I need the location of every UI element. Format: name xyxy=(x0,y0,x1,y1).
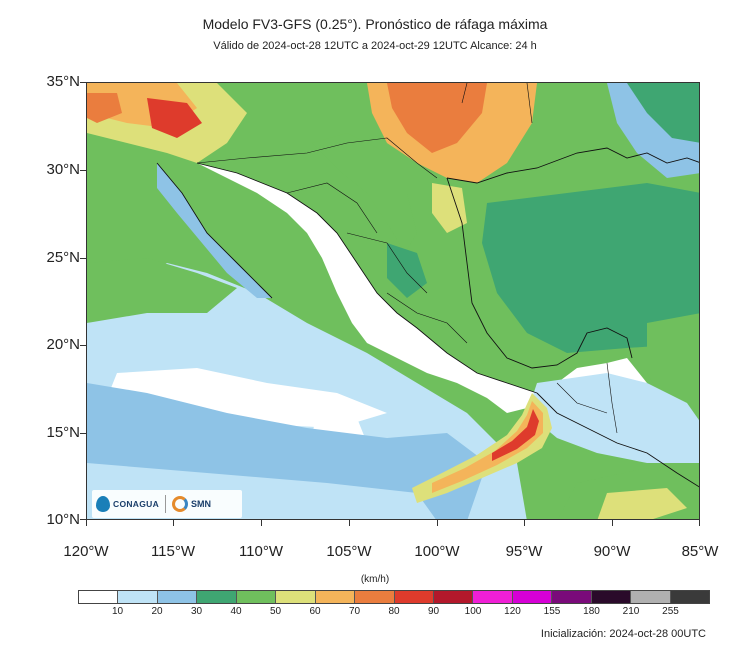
conagua-logo-text: CONAGUA xyxy=(113,499,160,509)
lat-label-10n: 10°N xyxy=(46,511,80,528)
colorbar-label: 90 xyxy=(427,606,440,617)
lon-tick xyxy=(524,520,525,526)
gulf-coast-yellow xyxy=(432,183,467,233)
colorbar-segment xyxy=(276,591,316,603)
colorbar-segment xyxy=(355,591,395,603)
lat-label-20n: 20°N xyxy=(46,336,80,353)
lon-label-85w: 85°W xyxy=(681,543,719,560)
colorbar-label: 40 xyxy=(230,606,242,617)
mexico-landmass xyxy=(197,163,657,453)
colorbar-label: 255 xyxy=(662,606,679,617)
lon-label-95w: 95°W xyxy=(505,543,543,560)
smn-logo-icon xyxy=(172,496,189,512)
agency-logos: CONAGUA SMN xyxy=(92,490,242,518)
colorbar-label: 70 xyxy=(348,606,361,617)
colorbar-segment xyxy=(315,591,356,603)
lon-label-100w: 100°W xyxy=(414,543,460,560)
gust-colorbar xyxy=(78,590,710,604)
colorbar-segment xyxy=(631,591,671,603)
map-canvas xyxy=(87,83,699,519)
lon-label-115w: 115°W xyxy=(150,543,196,560)
southeast-us-field xyxy=(627,83,699,143)
smn-logo-text: SMN xyxy=(191,499,212,509)
texas-gust-red-orange xyxy=(387,83,487,153)
colorbar-segment xyxy=(552,591,592,603)
legend-units: (km/h) xyxy=(360,574,390,585)
colorbar-label: 155 xyxy=(543,606,561,617)
colorbar-segment xyxy=(473,591,513,603)
central-america-field xyxy=(527,373,699,463)
gulf-of-mexico-field xyxy=(482,183,699,353)
lon-tick xyxy=(86,520,87,526)
lat-label-35n: 35°N xyxy=(46,73,80,90)
colorbar-segment xyxy=(670,591,709,603)
lon-tick xyxy=(612,520,613,526)
colorbar-segment xyxy=(433,591,474,603)
caribbean-field xyxy=(647,313,699,413)
lat-tick xyxy=(80,433,86,434)
colorbar-segment xyxy=(157,591,198,603)
colorbar-segment xyxy=(197,591,237,603)
lat-tick xyxy=(80,345,86,346)
lat-label-15n: 15°N xyxy=(46,424,80,441)
conagua-logo-icon xyxy=(96,496,110,512)
lon-label-120w: 120°W xyxy=(63,543,109,560)
map-title: Modelo FV3-GFS (0.25°). Pronóstico de rá… xyxy=(202,16,548,32)
colorbar-label: 60 xyxy=(309,606,321,617)
northwest-coast-orange xyxy=(87,93,122,123)
colorbar-label: 30 xyxy=(190,606,203,617)
lat-tick xyxy=(80,519,86,520)
colorbar-label: 120 xyxy=(504,606,521,617)
map-subtitle: Válido de 2024-oct-28 12UTC a 2024-oct-2… xyxy=(213,40,537,52)
initialization-time: Inicialización: 2024-oct-28 00UTC xyxy=(540,628,706,640)
colorbar-segment xyxy=(394,591,434,603)
colorbar-label: 50 xyxy=(269,606,282,617)
political-borders xyxy=(196,83,618,434)
colorbar-label: 80 xyxy=(388,606,400,617)
logo-separator xyxy=(165,495,167,513)
lon-label-90w: 90°W xyxy=(593,543,631,560)
colorbar-label: 180 xyxy=(583,606,600,617)
colorbar-label: 100 xyxy=(464,606,482,617)
lon-tick xyxy=(349,520,350,526)
colorbar-label: 10 xyxy=(111,606,124,617)
pacific-green-belt xyxy=(87,258,237,323)
colorbar-segment xyxy=(512,591,553,603)
colorbar-segment xyxy=(236,591,277,603)
lat-tick xyxy=(80,82,86,83)
lat-tick xyxy=(80,170,86,171)
tehuantepec-jet-orange xyxy=(432,401,543,493)
lon-label-105w: 105°W xyxy=(326,543,372,560)
lat-tick xyxy=(80,258,86,259)
colorbar-segment xyxy=(591,591,632,603)
tehuantepec-jet-red xyxy=(492,409,539,461)
colorbar-segment xyxy=(79,591,119,603)
lat-label-25n: 25°N xyxy=(46,249,80,266)
central-highland-green xyxy=(387,243,427,298)
colorbar-label: 20 xyxy=(151,606,163,617)
lon-tick xyxy=(437,520,438,526)
colorbar-label: 210 xyxy=(622,606,640,617)
lon-label-110w: 110°W xyxy=(238,543,284,560)
southeast-pacific-yellow xyxy=(597,488,687,519)
sierra-green xyxy=(312,133,417,253)
lon-tick xyxy=(699,520,700,526)
tehuantepec-jet-yellow xyxy=(412,393,552,503)
colorbar-segment xyxy=(118,591,158,603)
lat-label-30n: 30°N xyxy=(46,161,80,178)
lon-tick xyxy=(173,520,174,526)
lon-tick xyxy=(261,520,262,526)
northwest-gust-red xyxy=(147,98,202,138)
gust-forecast-map xyxy=(86,82,700,520)
